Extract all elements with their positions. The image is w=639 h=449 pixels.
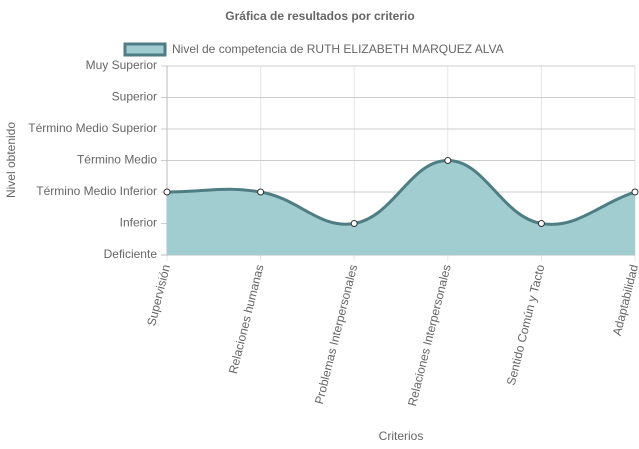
point: [350, 220, 358, 227]
x-tick-label: Sentido Común y Tacto: [504, 263, 548, 387]
y-tick-label: Muy Superior: [86, 58, 157, 72]
point: [537, 220, 545, 227]
legend-swatch: [123, 42, 167, 57]
area: [167, 160, 635, 255]
x-tick-label: Supervisión: [144, 263, 173, 327]
point: [257, 188, 265, 196]
point: [444, 157, 452, 164]
y-tick-label: Inferior: [120, 216, 157, 230]
legend-label: Nivel de competencia de RUTH ELIZABETH M…: [172, 42, 504, 56]
x-tick-label: Adaptabilidad: [610, 263, 639, 337]
y-tick-label: Término Medio Superior: [28, 121, 157, 135]
x-axis-title: Criterios: [379, 429, 424, 443]
y-tick-label: Superior: [112, 90, 157, 104]
point: [631, 188, 639, 196]
y-tick-label: Término Medio: [77, 153, 157, 167]
x-tick-label: Problemas Interpersonales: [312, 263, 360, 406]
y-tick-label: Deficiente: [104, 247, 158, 261]
y-axis-title: Nivel obtenido: [4, 122, 18, 198]
y-tick-label: Término Medio Inferior: [36, 184, 157, 198]
point: [163, 188, 171, 196]
x-tick-label: Relaciones humanas: [226, 263, 267, 375]
chart-title: Gráfica de resultados por criterio: [225, 9, 414, 23]
x-tick-label: Relaciones Interpersonales: [405, 263, 454, 407]
